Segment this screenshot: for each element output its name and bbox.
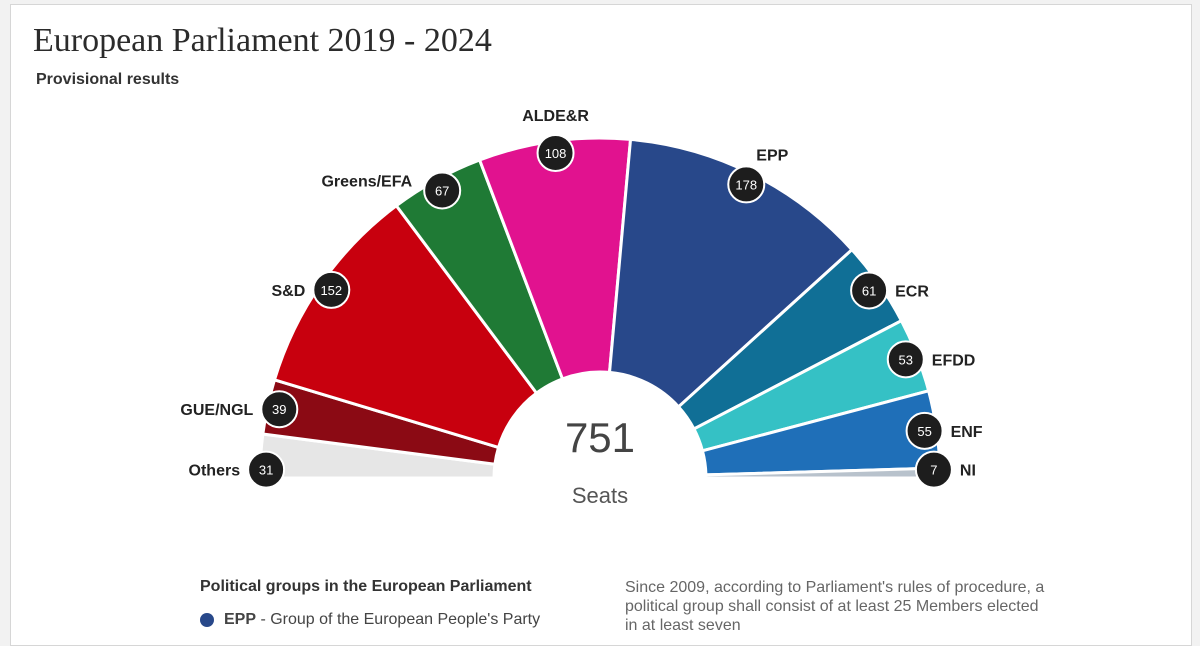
badge-circle [312,270,351,309]
seat-count-label: 152 [320,283,342,298]
badge-circle [914,450,953,489]
chart-subtitle: Provisional results [36,71,180,88]
badge-circle [536,134,575,173]
group-name-label: GUE/NGL [180,402,253,419]
seat-badge-greens-efa: 67 Greens/EFA [321,171,462,210]
legend-title: Political groups in the European Parliam… [200,578,532,595]
seat-count-label: 31 [259,463,273,478]
group-name-label: EFDD [932,352,976,369]
legend-color-dot [200,612,214,627]
badge-circle [247,450,286,489]
seat-badge-enf: 55 ENF [905,411,983,450]
seat-badge-epp: 178 EPP [727,147,789,204]
seat-badge-efdd: 53 EFDD [886,340,976,379]
seat-count-label: 108 [545,146,567,161]
badge-circle [886,340,925,379]
badge-circle [850,271,889,310]
group-name-label: EPP [756,147,788,164]
total-seats-unit: Seats [572,483,628,508]
seat-segment-epp[interactable] [607,137,855,409]
seat-badge-ni: 7 NI [914,450,976,489]
legend-item-epp[interactable]: EPP - Group of the European People's Par… [200,611,540,629]
seat-count-label: 53 [899,352,913,367]
badge-circle [423,171,462,210]
badge-circle [905,411,944,450]
seat-badge-s-d: 152 S&D [272,270,351,309]
badge-circle [260,390,299,429]
group-name-label: ECR [895,283,929,300]
rules-note: Since 2009, according to Parliament's ru… [625,579,1045,634]
hemicycle-chart: 751 Seats 31 Others 39 GUE/NGL 152 S&D 67 Greens/… [180,108,983,582]
seat-count-label: 55 [917,424,931,439]
seat-badge-others: 31 Others [189,450,286,489]
group-name-label: ENF [951,424,983,441]
seat-segment-alde-r[interactable] [477,136,633,381]
seat-count-label: 39 [272,402,286,417]
seat-count-label: 178 [735,177,757,192]
legend-item-desc: - Group of the European People's Party [256,611,541,628]
group-name-label: NI [960,463,976,480]
seat-count-label: 61 [862,283,876,298]
total-seats-value: 751 [565,414,635,461]
group-name-label: Others [189,463,241,480]
badge-circle [727,165,766,204]
hemicycle-center [496,374,704,582]
seat-count-label: 67 [435,183,449,198]
group-name-label: ALDE&R [522,108,589,125]
group-name-label: S&D [272,283,306,300]
seat-segment-greens-efa[interactable] [394,158,565,396]
legend-item-abbr: EPP [224,611,257,628]
seat-count-label: 7 [930,463,937,478]
seat-badge-ecr: 61 ECR [850,271,929,310]
seat-segment-s-d[interactable] [272,203,539,450]
seat-badge-alde-r: 108 ALDE&R [522,108,589,173]
group-name-label: Greens/EFA [321,173,412,190]
seat-badge-gue-ngl: 39 GUE/NGL [180,390,299,429]
chart-title: European Parliament 2019 - 2024 [33,22,492,59]
